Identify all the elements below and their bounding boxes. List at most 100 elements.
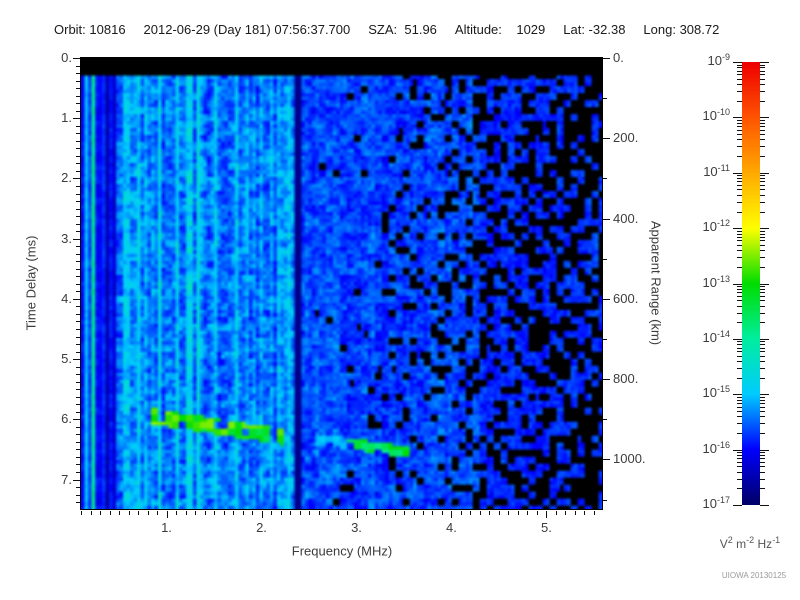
colorbar-major-tick <box>733 62 742 63</box>
colorbar-minor-tick <box>760 126 765 127</box>
range-tick-label: 200. <box>613 130 639 146</box>
x-axis-tick <box>328 511 329 515</box>
colorbar-major-tick <box>733 228 742 230</box>
x-axis-tick <box>565 511 567 515</box>
x-axis-tick <box>223 511 225 515</box>
colorbar-minor-tick <box>760 416 765 418</box>
colorbar-minor-tick <box>760 295 765 297</box>
x-axis-tick <box>204 511 206 515</box>
y-axis-tick <box>73 118 80 120</box>
x-axis-tick <box>413 511 415 515</box>
colorbar-minor-tick <box>760 201 765 203</box>
colorbar-minor-tick <box>760 344 765 346</box>
colorbar-minor-tick <box>760 377 765 379</box>
colorbar-major-tick <box>760 394 769 396</box>
colorbar-tick-label: 10-9 <box>707 52 730 68</box>
range-tick-label: 600. <box>613 290 639 306</box>
colorbar-major-tick <box>733 172 742 174</box>
colorbar-minor-tick <box>760 292 765 294</box>
x-axis-tick <box>460 511 462 515</box>
colorbar-gradient <box>742 62 760 505</box>
x-axis-tick <box>166 511 168 518</box>
y-axis-tick <box>73 359 80 361</box>
colorbar-tick-label: 10-10 <box>702 107 730 124</box>
x-tick-label: 1. <box>161 520 172 535</box>
x-axis-tick <box>555 511 557 515</box>
header-item: Long: 308.72 <box>643 22 720 37</box>
colorbar-minor-tick <box>760 178 765 180</box>
y-axis-tick <box>73 419 80 421</box>
header-info: Orbit: 10816 2012-06-29 (Day 181) 07:56:3… <box>54 22 719 37</box>
spectrogram-canvas <box>81 58 602 509</box>
colorbar-minor-tick <box>760 488 765 490</box>
range-axis-tick <box>603 258 607 260</box>
x-axis-tick <box>214 511 215 515</box>
colorbar-minor-tick <box>760 70 765 72</box>
colorbar-minor-tick <box>760 322 765 324</box>
x-axis-tick <box>309 511 310 515</box>
x-axis-tick <box>546 511 548 518</box>
x-axis-tick <box>195 511 196 515</box>
range-tick-label: 800. <box>613 371 639 387</box>
y2-axis-label: Apparent Range (km) <box>648 220 664 346</box>
colorbar-tick-label: 10-17 <box>702 495 730 511</box>
colorbar-major-tick <box>733 117 742 119</box>
range-tick-label: 400. <box>613 210 639 226</box>
colorbar-minor-tick <box>760 91 765 92</box>
x-axis-tick <box>119 511 120 515</box>
colorbar-minor-tick <box>760 288 765 290</box>
colorbar-major-tick <box>760 283 769 285</box>
colorbar-minor-tick <box>760 185 765 186</box>
colorbar-major-tick <box>760 62 769 63</box>
colorbar-major-tick <box>760 338 769 340</box>
spectrogram-plot <box>80 57 603 510</box>
x-axis-tick <box>299 511 301 515</box>
colorbar-major-tick <box>760 172 769 174</box>
colorbar-major-tick <box>733 394 742 396</box>
x-axis-tick <box>271 511 272 515</box>
x-axis-tick <box>423 511 424 515</box>
colorbar-major-tick <box>733 283 742 285</box>
range-axis-tick <box>603 298 610 300</box>
range-axis-tick <box>603 419 607 421</box>
colorbar-minor-tick <box>760 257 765 259</box>
range-axis-tick <box>603 138 610 140</box>
y-tick-label: 5. <box>61 351 72 367</box>
colorbar-minor-tick <box>760 122 765 124</box>
colorbar-minor-tick <box>760 67 765 69</box>
colorbar-minor-tick <box>760 305 765 307</box>
colorbar-minor-tick <box>760 84 765 85</box>
colorbar-major-tick <box>760 449 769 451</box>
x-axis-tick <box>261 511 263 518</box>
x-axis-tick <box>356 511 358 518</box>
range-axis-tick <box>603 98 607 100</box>
colorbar-major-tick <box>733 338 742 340</box>
x-axis-tick <box>385 511 386 515</box>
x-axis-tick <box>441 511 443 515</box>
colorbar-tick-label: 10-11 <box>703 162 730 179</box>
colorbar-minor-tick <box>760 347 765 349</box>
x-axis-tick <box>109 511 111 515</box>
x-axis-tick <box>100 511 101 515</box>
colorbar-minor-tick <box>760 351 765 353</box>
x-axis-tick <box>233 511 234 515</box>
x-axis-tick <box>508 511 510 515</box>
range-axis-tick <box>603 379 610 381</box>
y-tick-label: 1. <box>61 110 72 126</box>
watermark: UIOWA 20130125 <box>721 571 787 580</box>
x-axis-tick <box>574 511 576 515</box>
range-axis-tick <box>603 218 610 220</box>
colorbar-minor-tick <box>760 458 765 460</box>
x-axis-tick <box>90 511 92 515</box>
x-axis-tick <box>375 511 377 515</box>
colorbar-minor-tick <box>760 466 765 468</box>
x-tick-label: 3. <box>351 520 362 535</box>
colorbar-minor-tick <box>760 175 765 177</box>
x-axis-tick <box>176 511 177 515</box>
y-tick-label: 7. <box>61 471 72 487</box>
x-axis-tick <box>347 511 348 515</box>
colorbar-minor-tick <box>760 402 765 404</box>
colorbar-minor-tick <box>760 478 765 480</box>
colorbar-minor-tick <box>760 244 765 246</box>
colorbar-minor-tick <box>760 146 765 148</box>
